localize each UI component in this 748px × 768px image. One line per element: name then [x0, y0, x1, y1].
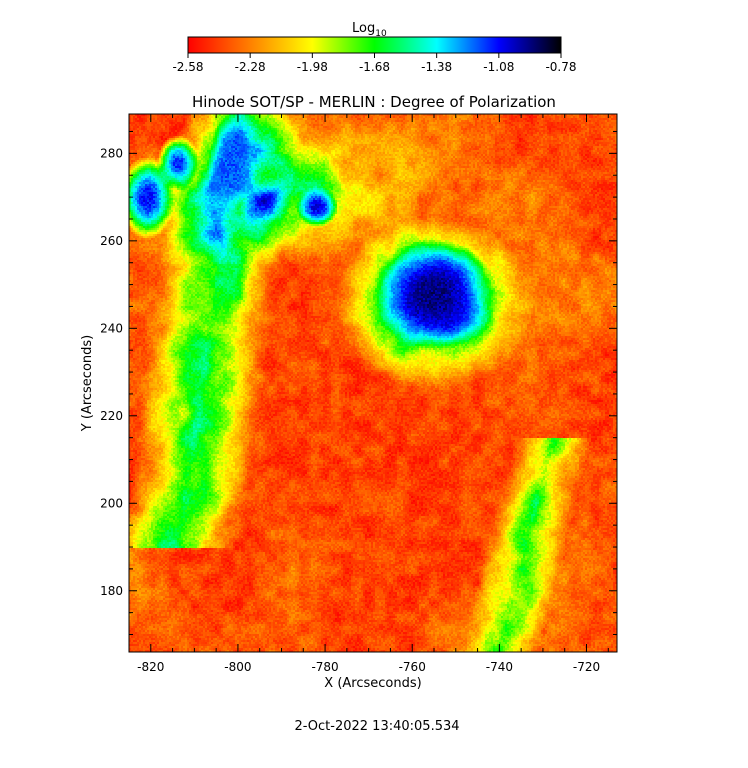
timestamp: 2-Oct-2022 13:40:05.534 [294, 719, 459, 734]
colorbar-ticks: -2.58 -2.28 -1.98 -1.68 -1.38 -1.08 -0.78 [172, 53, 577, 74]
y-tick-label: 220 [100, 409, 123, 423]
y-tick-label: 240 [100, 321, 123, 335]
colorbar: Log10 -2.58 -2.28 -1.98 -1.68 -1.38 -1.08 -0.7… [172, 21, 576, 74]
y-tick-label: 280 [100, 146, 123, 160]
x-tick-label: -800 [224, 660, 251, 674]
y-tick-label: 180 [100, 584, 123, 598]
chart-title: Hinode SOT/SP - MERLIN : Degree of Polar… [192, 93, 556, 111]
x-axis: -820 -800 -780 -760 -740 -720 [128, 114, 609, 674]
y-tick-label: 200 [100, 496, 123, 510]
colorbar-gradient [187, 36, 562, 54]
colorbar-tick-label: -1.98 [297, 60, 328, 74]
x-tick-label: -760 [399, 660, 426, 674]
colorbar-label-subscript: 10 [375, 29, 387, 39]
colorbar-tick-label: -0.78 [545, 60, 576, 74]
colorbar-tick-label: -2.28 [235, 60, 266, 74]
y-axis-label: Y (Arcseconds) [80, 335, 95, 432]
y-axis: 180 200 220 240 260 280 [100, 130, 617, 636]
plot-frame [128, 113, 618, 653]
colorbar-tick-label: -1.08 [483, 60, 514, 74]
y-tick-label: 260 [100, 234, 123, 248]
polarization-heatmap [129, 114, 617, 652]
x-tick-label: -820 [137, 660, 164, 674]
colorbar-tick-label: -1.38 [421, 60, 452, 74]
x-tick-label: -780 [311, 660, 338, 674]
plot-area: -820 -800 -780 -760 -740 -720 180 200 220 240 260… [100, 113, 618, 674]
colorbar-tick-label: -2.58 [172, 60, 203, 74]
x-tick-label: -720 [573, 660, 600, 674]
colorbar-tick-label: -1.68 [359, 60, 390, 74]
x-tick-label: -740 [486, 660, 513, 674]
x-axis-label: X (Arcseconds) [324, 676, 421, 691]
colorbar-label-base: Log [352, 21, 375, 36]
colorbar-label: Log10 [352, 21, 387, 39]
